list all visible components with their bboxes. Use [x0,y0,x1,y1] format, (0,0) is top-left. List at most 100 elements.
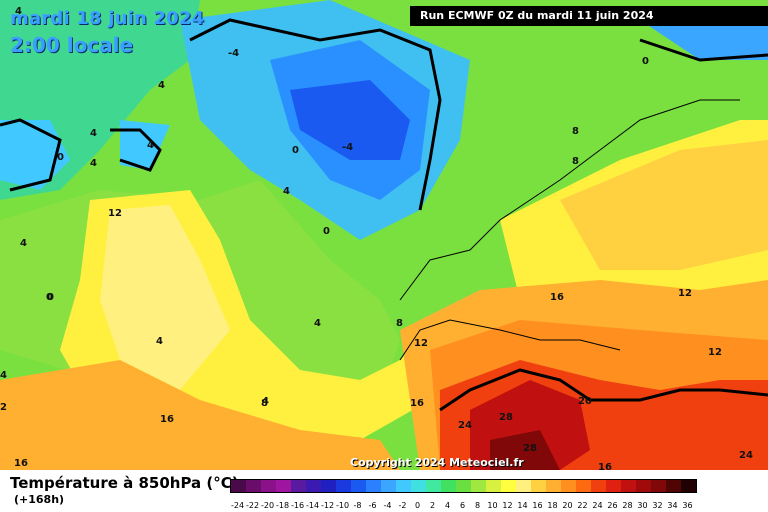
legend-swatch [336,480,351,492]
legend-tick-label: -16 [290,501,305,510]
legend-swatch [381,480,396,492]
legend-swatch [636,480,651,492]
contour-label: 0 [57,152,64,163]
legend-tick-label: 14 [517,501,528,510]
copyright-text: Copyright 2024 Meteociel.fr [350,456,524,469]
legend-tick-label: -12 [320,501,335,510]
legend-swatch [291,480,306,492]
legend-tick-label: 24 [592,501,603,510]
contour-label: 0 [323,226,330,237]
contour-label: 4 [314,318,321,329]
contour-label: 4 [90,128,97,139]
legend-swatch [396,480,411,492]
legend-swatch [441,480,456,492]
legend-swatch [666,480,681,492]
contour-label: 16 [410,398,424,409]
model-run-label: Run ECMWF 0Z du mardi 11 juin 2024 [410,6,768,26]
contour-label: 4 [0,370,7,381]
color-scale-labels: -24 -22 -20 -18 -16 -14 -12 -10 -8 -6 -4 -2 0 2 4 6 8 10 1… [230,501,700,511]
legend-tick-label: 30 [637,501,648,510]
forecast-hour-label: (+168h) [14,493,65,506]
legend-tick-label: 34 [667,501,678,510]
legend-swatch [621,480,636,492]
legend-tick-label: 26 [607,501,618,510]
legend-tick-label: 10 [487,501,498,510]
legend-tick-label: -22 [245,501,260,510]
legend-swatch [471,480,486,492]
contour-label: 4 [90,158,97,169]
contour-label: 8 [572,126,579,137]
valid-time-title: 2:00 locale [10,33,134,57]
legend-tick-label: 2 [429,501,436,510]
parameter-title: Température à 850hPa (°C) [10,474,239,492]
contour-label: 8 [396,318,403,329]
legend-tick-label: 4 [444,501,451,510]
contour-label: 4 [158,80,165,91]
legend-tick-label: 20 [562,501,573,510]
contour-label: 12 [414,338,428,349]
legend-swatch [426,480,441,492]
contour-label: 0 [46,292,53,303]
legend-swatch [591,480,606,492]
contour-label: 4 [147,140,154,151]
contour-label: 12 [108,208,122,219]
legend-swatch [501,480,516,492]
legend-swatch [516,480,531,492]
legend-swatch [276,480,291,492]
legend-swatch [606,480,621,492]
contour-label: 0 [292,145,299,156]
contour-label: 0 [47,292,54,303]
legend-tick-label: -2 [398,501,407,510]
legend-swatch [411,480,426,492]
contour-label: 4 [283,186,290,197]
contour-label: 20 [578,396,592,407]
legend-tick-label: -10 [335,501,350,510]
contour-label: 4 [262,396,269,407]
contour-label: 4 [156,336,163,347]
contour-label: 12 [678,288,692,299]
contour-label: 24 [458,420,472,431]
legend-tick-label: 6 [459,501,466,510]
contour-label: 4 [20,238,27,249]
legend-tick-label: 0 [414,501,421,510]
legend-swatch [486,480,501,492]
contour-label: 16 [160,414,174,425]
legend-swatch [561,480,576,492]
legend-swatch [531,480,546,492]
contour-label: 8 [572,156,579,167]
legend-tick-label: -6 [368,501,377,510]
legend-swatch [546,480,561,492]
legend-swatch [366,480,381,492]
contour-label: 16 [598,462,612,470]
contour-label: 8 [261,398,268,409]
contour-label: 4 [15,6,22,17]
legend-tick-label: 22 [577,501,588,510]
legend-swatch [351,480,366,492]
legend-tick-label: -20 [260,501,275,510]
legend-tick-label: 28 [622,501,633,510]
legend-tick-label: 36 [682,501,693,510]
legend-tick-label: 12 [502,501,513,510]
legend-swatch [246,480,261,492]
contour-label: -4 [342,142,354,153]
legend-tick-label: 32 [652,501,663,510]
legend-tick-label: -18 [275,501,290,510]
contour-label: 12 [708,347,722,358]
legend-swatch [306,480,321,492]
color-scale-legend [230,479,697,493]
temperature-map: mardi 18 juin 2024 2:00 locale Run ECMWF… [0,0,768,470]
legend-swatch [681,480,696,492]
legend-swatch [231,480,246,492]
legend-tick-label: 16 [532,501,543,510]
legend-tick-label: -4 [383,501,392,510]
contour-label: -4 [228,48,240,59]
contour-label: 2 [0,402,7,413]
legend-swatch [261,480,276,492]
contour-label: 16 [14,458,28,469]
contour-label: 28 [499,412,513,423]
legend-swatch [576,480,591,492]
legend-tick-label: 8 [474,501,481,510]
legend-swatch [456,480,471,492]
legend-tick-label: -14 [305,501,320,510]
contour-label: 0 [642,56,649,67]
